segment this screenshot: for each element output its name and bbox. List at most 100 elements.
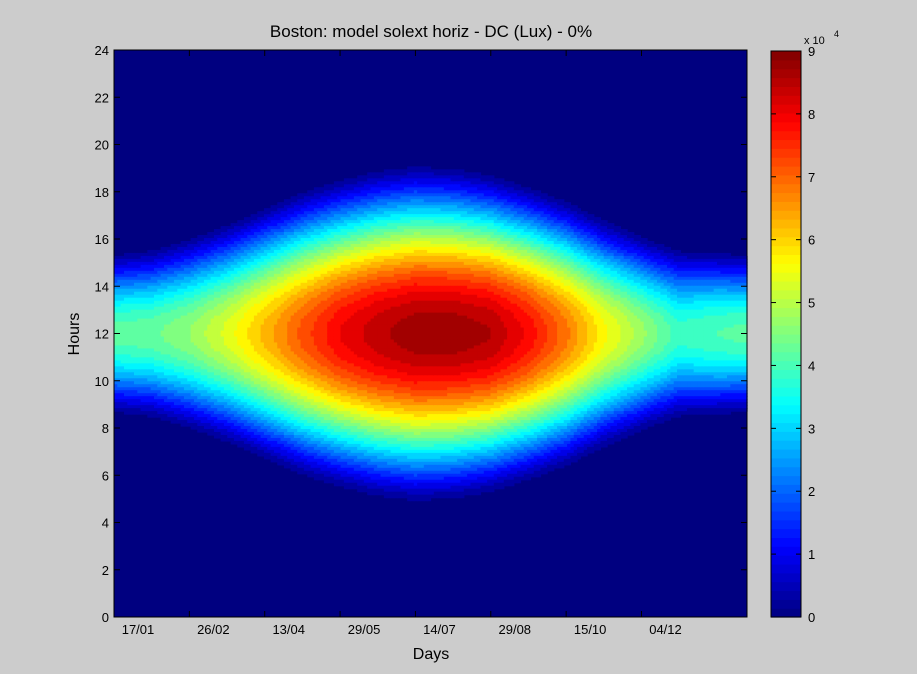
heatmap-cell xyxy=(313,464,318,469)
heatmap-cell xyxy=(163,345,168,350)
heatmap-cell xyxy=(263,214,268,218)
heatmap-cell xyxy=(280,312,285,317)
heatmap-cell xyxy=(210,384,215,388)
heatmap-cell xyxy=(253,300,258,305)
heatmap-cell xyxy=(210,336,215,341)
heatmap-cell xyxy=(147,354,152,358)
heatmap-cell xyxy=(247,434,252,439)
heatmap-cell xyxy=(280,399,285,403)
heatmap-cell xyxy=(287,372,292,376)
heatmap-cell xyxy=(200,252,205,257)
heatmap-cell xyxy=(313,360,318,364)
heatmap-cell xyxy=(330,288,335,293)
heatmap-cell xyxy=(190,264,195,269)
heatmap-cell xyxy=(173,309,178,314)
heatmap-cell xyxy=(190,351,195,355)
heatmap-cell xyxy=(310,390,315,394)
heatmap-cell xyxy=(257,214,262,218)
heatmap-cell xyxy=(220,324,225,329)
heatmap-cell xyxy=(277,417,282,421)
heatmap-cell xyxy=(173,372,178,376)
heatmap-cell xyxy=(253,366,258,370)
heatmap-cell xyxy=(323,339,328,344)
heatmap-cell xyxy=(243,267,248,272)
heatmap-cell xyxy=(317,318,322,323)
heatmap-cell xyxy=(243,423,248,427)
heatmap-cell xyxy=(263,357,268,361)
heatmap-cell xyxy=(223,336,228,341)
heatmap-cell xyxy=(320,282,325,287)
heatmap-cell xyxy=(207,324,212,329)
heatmap-cell xyxy=(327,226,332,230)
heatmap-cell xyxy=(140,357,145,361)
heatmap-cell xyxy=(320,270,325,275)
heatmap-cell xyxy=(213,276,218,281)
heatmap-cell xyxy=(167,417,172,421)
heatmap-cell xyxy=(190,333,195,338)
heatmap-cell xyxy=(227,282,232,287)
heatmap-cell xyxy=(170,387,175,391)
heatmap-cell xyxy=(280,375,285,379)
heatmap-cell xyxy=(150,411,155,415)
heatmap-cell xyxy=(297,303,302,308)
heatmap-cell xyxy=(313,321,318,326)
heatmap-cell xyxy=(203,372,208,376)
heatmap-cell xyxy=(250,446,255,451)
heatmap-cell xyxy=(160,390,165,394)
heatmap-cell xyxy=(257,336,262,341)
heatmap-cell xyxy=(173,351,178,355)
heatmap-cell xyxy=(120,288,125,293)
heatmap-cell xyxy=(270,255,275,260)
heatmap-cell xyxy=(337,196,342,200)
heatmap-cell xyxy=(287,199,292,203)
heatmap-cell xyxy=(227,428,232,433)
heatmap-cell xyxy=(323,384,328,388)
heatmap-cell xyxy=(203,420,208,424)
heatmap-cell xyxy=(240,443,245,448)
heatmap-cell xyxy=(153,348,158,352)
heatmap-cell xyxy=(253,348,258,352)
heatmap-cell xyxy=(140,363,145,367)
heatmap-cell xyxy=(173,396,178,400)
heatmap-cell xyxy=(127,294,132,299)
heatmap-cell xyxy=(173,420,178,424)
heatmap-cell xyxy=(277,333,282,338)
heatmap-cell xyxy=(193,321,198,326)
heatmap-cell xyxy=(270,235,275,239)
heatmap-cell xyxy=(163,300,168,305)
heatmap-cell xyxy=(163,267,168,272)
heatmap-cell xyxy=(177,246,182,251)
heatmap-cell xyxy=(300,220,305,224)
heatmap-cell xyxy=(287,223,292,227)
heatmap-cell xyxy=(167,360,172,364)
heatmap-cell xyxy=(143,378,148,382)
heatmap-cell xyxy=(313,282,318,287)
heatmap-cell xyxy=(190,423,195,427)
heatmap-cell xyxy=(167,372,172,376)
heatmap-cell xyxy=(270,264,275,269)
heatmap-cell xyxy=(317,196,322,200)
heatmap-cell xyxy=(290,384,295,388)
heatmap-cell xyxy=(133,303,138,308)
heatmap-cell xyxy=(137,270,142,275)
heatmap-cell xyxy=(303,306,308,311)
heatmap-cell xyxy=(293,243,298,248)
heatmap-cell xyxy=(130,378,135,382)
heatmap-cell xyxy=(143,357,148,361)
heatmap-cell xyxy=(220,318,225,323)
heatmap-cell xyxy=(187,387,192,391)
heatmap-cell xyxy=(247,357,252,361)
heatmap-cell xyxy=(280,372,285,376)
heatmap-cell xyxy=(307,330,312,335)
heatmap-cell xyxy=(230,294,235,299)
heatmap-cell xyxy=(230,420,235,424)
heatmap-cell xyxy=(290,226,295,230)
heatmap-cell xyxy=(147,258,152,263)
heatmap-cell xyxy=(280,431,285,436)
heatmap-cell xyxy=(147,414,152,418)
heatmap-cell xyxy=(143,273,148,278)
heatmap-cell xyxy=(180,396,185,400)
heatmap-cell xyxy=(333,220,338,224)
heatmap-cell xyxy=(320,393,325,397)
heatmap-cell xyxy=(303,446,308,451)
